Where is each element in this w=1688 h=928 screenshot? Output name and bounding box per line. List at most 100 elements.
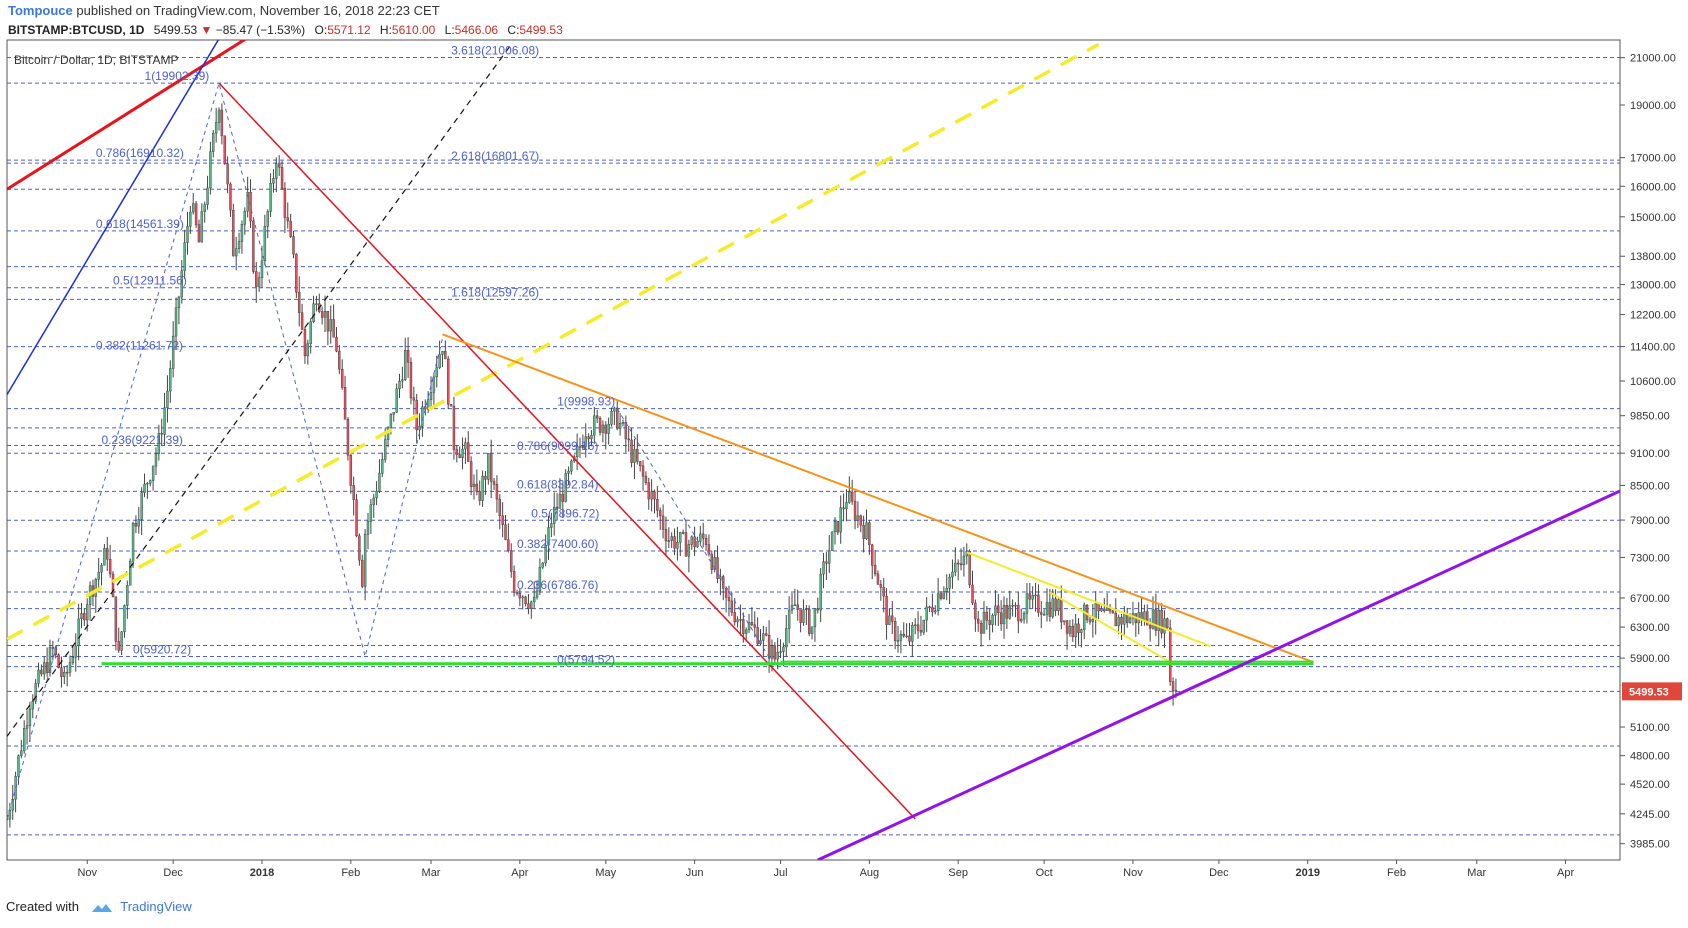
trend-line bbox=[7, 40, 247, 191]
fib-label: 0.5(7896.72) bbox=[531, 506, 599, 520]
candle-body bbox=[189, 211, 192, 227]
candle-body bbox=[567, 470, 570, 474]
candle-body bbox=[169, 368, 172, 392]
candle-body bbox=[146, 483, 149, 485]
candle-body bbox=[481, 475, 484, 501]
candle-body bbox=[656, 498, 659, 511]
high-value: 5610.00 bbox=[391, 23, 436, 37]
candle-body bbox=[11, 799, 14, 811]
author-link[interactable]: Tompouce bbox=[8, 3, 73, 18]
candle-body bbox=[862, 525, 865, 540]
candle-body bbox=[951, 571, 954, 578]
candle-body bbox=[999, 612, 1003, 625]
candle-body bbox=[836, 520, 840, 533]
candle-body bbox=[590, 434, 593, 440]
candle-body bbox=[942, 591, 946, 599]
low-value: 5466.06 bbox=[454, 23, 499, 37]
candle-body bbox=[441, 351, 444, 355]
candle-body bbox=[684, 532, 688, 557]
candle-body bbox=[174, 307, 178, 337]
candle-body bbox=[404, 350, 407, 380]
candle-body bbox=[220, 109, 224, 137]
candle-body bbox=[1040, 612, 1043, 615]
candle-body bbox=[180, 270, 183, 298]
candle-body bbox=[850, 491, 854, 502]
candle-body bbox=[770, 645, 774, 659]
candle-body bbox=[1020, 618, 1023, 622]
candle-body bbox=[372, 497, 375, 505]
candle-body bbox=[398, 380, 401, 390]
candle-body bbox=[309, 321, 312, 344]
price-axis[interactable]: 21000.00 19000.00 17000.00 16000.00 15000.00… bbox=[1619, 40, 1688, 860]
candle-body bbox=[959, 563, 963, 566]
time-tick-label: Jul bbox=[774, 867, 788, 879]
candle-body bbox=[587, 436, 590, 440]
candle-body bbox=[595, 415, 599, 419]
candle-body bbox=[736, 619, 739, 623]
fib-label: 2.618(16801.67) bbox=[451, 149, 539, 163]
trend-line bbox=[7, 42, 1100, 641]
candle-body bbox=[916, 624, 920, 631]
candle-body bbox=[177, 296, 181, 309]
candle-body bbox=[223, 135, 226, 165]
tradingview-link[interactable]: TradingView bbox=[120, 899, 192, 914]
candle-body bbox=[444, 351, 447, 360]
candle-body bbox=[143, 483, 146, 493]
candle-body bbox=[1171, 681, 1175, 691]
price-tick-label: 12200.00 bbox=[1630, 310, 1676, 322]
candle-body bbox=[484, 475, 487, 480]
footer: Created with TradingView bbox=[6, 898, 192, 916]
candle-body bbox=[106, 548, 109, 560]
candle-body bbox=[54, 647, 57, 655]
candle-body bbox=[865, 522, 868, 540]
candle-body bbox=[25, 725, 29, 729]
time-tick-label: Aug bbox=[860, 867, 880, 879]
candle-body bbox=[1011, 604, 1014, 607]
candle-body bbox=[859, 515, 862, 526]
candle-body bbox=[63, 671, 66, 677]
candle-body bbox=[467, 442, 470, 462]
candle-body bbox=[908, 635, 911, 642]
candle-body bbox=[644, 475, 648, 483]
candle-body bbox=[217, 109, 221, 123]
candle-body bbox=[518, 592, 522, 599]
close-value: 5499.53 bbox=[519, 23, 563, 37]
fib-label: 0.786(16910.32) bbox=[96, 146, 184, 160]
candle-body bbox=[154, 453, 158, 467]
candle-body bbox=[378, 473, 381, 492]
candle-body bbox=[1025, 593, 1029, 614]
candle-body bbox=[1168, 627, 1172, 682]
candle-body bbox=[604, 424, 607, 434]
candle-body bbox=[825, 561, 828, 564]
candle-body bbox=[627, 438, 630, 441]
candle-body bbox=[527, 603, 530, 609]
price-tick-label: 19000.00 bbox=[1630, 100, 1676, 112]
candle-body bbox=[853, 500, 857, 521]
candle-body bbox=[163, 407, 166, 435]
candle-body bbox=[412, 397, 416, 401]
candle-body bbox=[747, 622, 751, 631]
candle-body bbox=[8, 809, 12, 820]
time-axis[interactable]: Nov Dec 2018 Feb Mar Apr May Jun Jul Aug Sep Oct Nov… bbox=[77, 860, 1574, 879]
candle-body bbox=[802, 609, 805, 623]
candle-body bbox=[7, 818, 9, 821]
candle-body bbox=[77, 618, 80, 647]
price-tick-label: 7300.00 bbox=[1630, 552, 1670, 564]
candle-body bbox=[240, 224, 244, 242]
candle-body bbox=[991, 614, 994, 625]
candle-body bbox=[742, 619, 745, 634]
candle-body bbox=[704, 538, 708, 545]
candle-body bbox=[128, 560, 132, 586]
time-tick-label: Apr bbox=[1557, 867, 1574, 879]
candle-body bbox=[679, 532, 682, 543]
candle-body bbox=[435, 367, 438, 378]
candle-body bbox=[730, 600, 734, 613]
fib-label: 1.618(12597.26) bbox=[451, 285, 539, 299]
candle-body bbox=[60, 667, 63, 677]
candle-body bbox=[1174, 690, 1178, 692]
candle-body bbox=[335, 336, 338, 352]
candle-body bbox=[805, 608, 808, 611]
time-tick-label: Feb bbox=[1387, 867, 1406, 879]
